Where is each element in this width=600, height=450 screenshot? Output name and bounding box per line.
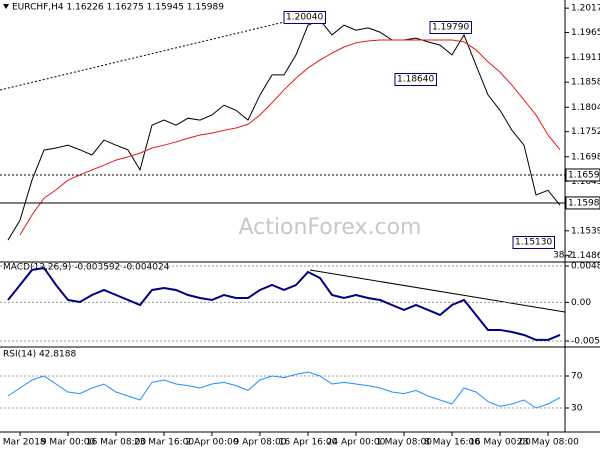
series-line	[7, 266, 561, 341]
x-tick-label: 1 Mar 2018	[0, 438, 46, 448]
annotation: 1.15130	[515, 238, 552, 248]
x-tick-label: 23 May 08:00	[517, 438, 579, 448]
macd-title: MACD(12,26,9) -0.003592 -0.004024	[3, 263, 170, 273]
y-tick-label: -0.005132	[571, 337, 600, 347]
annotation: 1.19790	[432, 23, 469, 33]
x-tick-label: 8 May 16:00	[424, 438, 480, 448]
y-tick-label: 0.00	[571, 298, 591, 308]
x-tick-label: 9 Mar 00:00	[41, 438, 96, 448]
x-tick-label: 16 May 00:00	[469, 438, 531, 448]
x-tick-label: 23 Mar 16:00	[134, 438, 194, 448]
y-tick-label: 1.15390	[571, 226, 600, 236]
y-tick-label: 1.16455	[571, 177, 600, 187]
y-tick-label: 70	[571, 372, 583, 382]
y-tick-label: 1.19650	[571, 28, 600, 38]
y-tick-label: 0.004851	[571, 261, 600, 271]
annotation: 1.20040	[286, 13, 323, 23]
x-tick-label: 16 Apr 16:00	[279, 438, 338, 448]
y-tick-label: 1.18045	[571, 103, 600, 113]
x-tick-label: 2 Apr 00:00	[186, 438, 239, 448]
menu-icon	[3, 4, 9, 9]
price-label-box	[565, 196, 600, 210]
annotation-box	[283, 11, 326, 24]
price-label-box	[565, 168, 600, 182]
x-tick-label: 1 May 08:00	[376, 438, 432, 448]
series-line	[7, 371, 561, 409]
x-tick-label: 24 Apr 00:00	[327, 438, 386, 448]
macd-trend-line	[309, 269, 566, 313]
chart-title: EURCHF,H4 1.16226 1.16275 1.15945 1.1598…	[12, 3, 224, 13]
y-tick-label: 1.16980	[571, 152, 600, 162]
y-tick-label: 1.20175	[571, 4, 600, 14]
y-tick-label: 30	[571, 404, 583, 414]
annotation-box	[512, 236, 555, 249]
annotation-box	[394, 73, 437, 86]
watermark: ActionForex.com	[239, 215, 422, 240]
y-tick-label: 1.18585	[571, 78, 600, 88]
annotation: 1.18640	[397, 75, 434, 85]
trend-line	[0, 16, 306, 91]
rsi-title: RSI(14) 42.8188	[3, 350, 76, 360]
series-line	[19, 39, 561, 236]
x-tick-label: 9 Apr 08:00	[234, 438, 287, 448]
y-tick-label: 1.19110	[571, 53, 600, 63]
price-label: 1.15989	[568, 198, 600, 208]
y-tick-label: 1.17520	[571, 127, 600, 137]
annotation-box	[429, 21, 472, 34]
y-tick-label: 1.14865	[571, 251, 600, 261]
price-label: 1.16590	[568, 170, 600, 180]
x-tick-label: 16 Mar 08:00	[86, 438, 146, 448]
annotation: 38.2	[553, 251, 573, 261]
